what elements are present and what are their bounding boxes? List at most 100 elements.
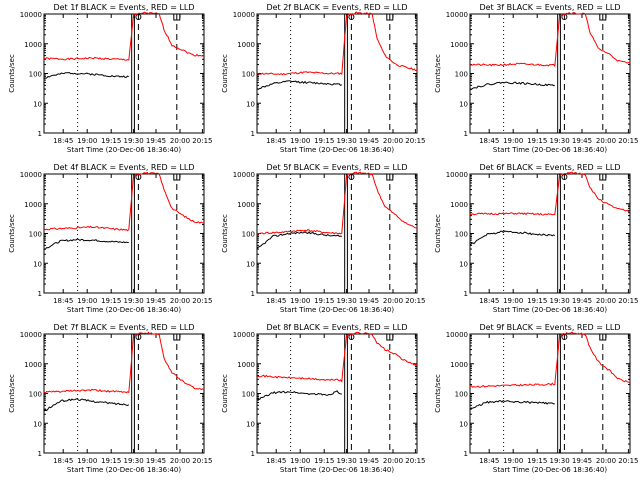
flare-marker-square (173, 173, 181, 181)
y-tick-label: 100 (29, 231, 42, 239)
y-tick-label: 10 (33, 420, 42, 428)
x-tick-label: 19:00 (77, 457, 97, 465)
series-line-events (43, 398, 130, 412)
x-tick-label: 19:00 (503, 297, 523, 305)
x-tick-label: 20:15 (618, 457, 638, 465)
y-axis-label: Counts/sec (8, 54, 16, 93)
x-tick-label: 19:30 (337, 297, 357, 305)
y-tick-label: 1 (464, 130, 468, 138)
y-tick-label: 100 (29, 391, 42, 399)
panel-det-3: Det 3f BLACK = Events, RED = LLD 1 10 100 10… (434, 3, 638, 154)
x-tick-label: 18:45 (53, 137, 73, 145)
x-tick-label: 18:45 (53, 457, 73, 465)
y-tick-label: 100 (242, 231, 255, 239)
plot-frame (43, 13, 205, 134)
x-tick-label: 19:15 (527, 457, 547, 465)
x-tick-label: 20:00 (383, 457, 403, 465)
flare-marker-square (599, 13, 607, 21)
y-tick-label: 1000 (24, 41, 42, 49)
flare-marker-circle (135, 334, 142, 340)
panel-det-7: Det 7f BLACK = Events, RED = LLD 1 10 100 10… (8, 323, 212, 474)
panel-title: Det 9f BLACK = Events, RED = LLD (479, 323, 620, 332)
flare-marker-square (386, 333, 394, 341)
x-tick-label: 18:45 (266, 137, 286, 145)
x-tick-label: 19:15 (527, 297, 547, 305)
y-tick-label: 10 (246, 420, 255, 428)
y-tick-label: 10000 (20, 331, 42, 339)
panel-det-6: Det 6f BLACK = Events, RED = LLD 1 10 100 10… (434, 163, 638, 314)
panel-title: Det 2f BLACK = Events, RED = LLD (266, 3, 407, 12)
x-axis-label: Start Time (20-Dec-06 18:36:40) (493, 306, 607, 314)
y-tick-label: 100 (29, 71, 42, 79)
x-axis-label: Start Time (20-Dec-06 18:36:40) (67, 466, 181, 474)
y-tick-label: 10 (246, 260, 255, 268)
y-tick-label: 1000 (237, 201, 255, 209)
x-tick-label: 19:00 (77, 297, 97, 305)
x-axis-label: Start Time (20-Dec-06 18:36:40) (493, 466, 607, 474)
y-tick-label: 1000 (24, 361, 42, 369)
x-tick-label: 19:15 (314, 137, 334, 145)
series-line-events (256, 390, 342, 401)
y-tick-label: 100 (455, 71, 468, 79)
panel-title: Det 1f BLACK = Events, RED = LLD (53, 3, 194, 12)
y-axis-label: Counts/sec (8, 374, 16, 413)
y-tick-label: 10000 (233, 331, 255, 339)
panel-det-9: Det 9f BLACK = Events, RED = LLD 1 10 100 10… (434, 323, 638, 474)
series-line-events (469, 81, 555, 91)
x-tick-label: 20:15 (618, 137, 638, 145)
panel-title: Det 6f BLACK = Events, RED = LLD (479, 163, 620, 172)
y-tick-label: 1 (251, 130, 255, 138)
panel-title: Det 5f BLACK = Events, RED = LLD (266, 163, 407, 172)
x-tick-label: 20:00 (170, 457, 190, 465)
x-tick-label: 19:30 (550, 457, 570, 465)
x-tick-label: 18:45 (266, 457, 286, 465)
x-tick-label: 19:15 (527, 137, 547, 145)
y-tick-label: 10 (33, 260, 42, 268)
panel-title: Det 7f BLACK = Events, RED = LLD (53, 323, 194, 332)
series-line-lld (256, 171, 418, 235)
x-tick-label: 19:45 (146, 457, 166, 465)
x-tick-label: 19:15 (314, 297, 334, 305)
x-axis-label: Start Time (20-Dec-06 18:36:40) (280, 146, 394, 154)
y-tick-label: 1000 (237, 41, 255, 49)
y-tick-label: 100 (242, 71, 255, 79)
y-tick-label: 1000 (450, 201, 468, 209)
y-tick-label: 1000 (24, 201, 42, 209)
x-tick-label: 20:15 (192, 137, 212, 145)
plot-frame (469, 13, 631, 134)
plot-frame (43, 173, 205, 294)
x-tick-label: 20:00 (596, 457, 616, 465)
plot-frame (43, 333, 205, 454)
y-tick-label: 10 (33, 100, 42, 108)
y-tick-label: 1 (38, 290, 42, 298)
x-tick-label: 19:30 (337, 457, 357, 465)
x-axis-label: Start Time (20-Dec-06 18:36:40) (67, 306, 181, 314)
flare-marker-square (173, 13, 181, 21)
series-line-events (469, 399, 555, 410)
y-tick-label: 10000 (233, 171, 255, 179)
x-tick-label: 19:45 (572, 457, 592, 465)
series-line-lld (469, 171, 631, 216)
x-axis-label: Start Time (20-Dec-06 18:36:40) (280, 466, 394, 474)
y-tick-label: 10000 (446, 11, 468, 19)
y-axis-label: Counts/sec (221, 214, 229, 253)
x-tick-label: 19:45 (146, 137, 166, 145)
series-line-lld (43, 171, 205, 232)
flare-marker-square (173, 333, 181, 341)
y-tick-label: 1 (251, 450, 255, 458)
y-tick-label: 10 (246, 100, 255, 108)
flare-marker-square (599, 173, 607, 181)
x-axis-label: Start Time (20-Dec-06 18:36:40) (280, 306, 394, 314)
y-tick-label: 1 (464, 450, 468, 458)
panel-title: Det 8f BLACK = Events, RED = LLD (266, 323, 407, 332)
y-tick-label: 1 (38, 130, 42, 138)
x-tick-label: 19:30 (550, 137, 570, 145)
y-tick-label: 1 (464, 290, 468, 298)
series-line-lld (256, 11, 418, 76)
series-line-lld (470, 11, 631, 68)
x-tick-label: 20:15 (405, 457, 425, 465)
plot-frame (256, 333, 418, 454)
x-tick-label: 20:15 (192, 297, 212, 305)
x-tick-label: 19:15 (314, 457, 334, 465)
series-line-lld (469, 331, 631, 388)
